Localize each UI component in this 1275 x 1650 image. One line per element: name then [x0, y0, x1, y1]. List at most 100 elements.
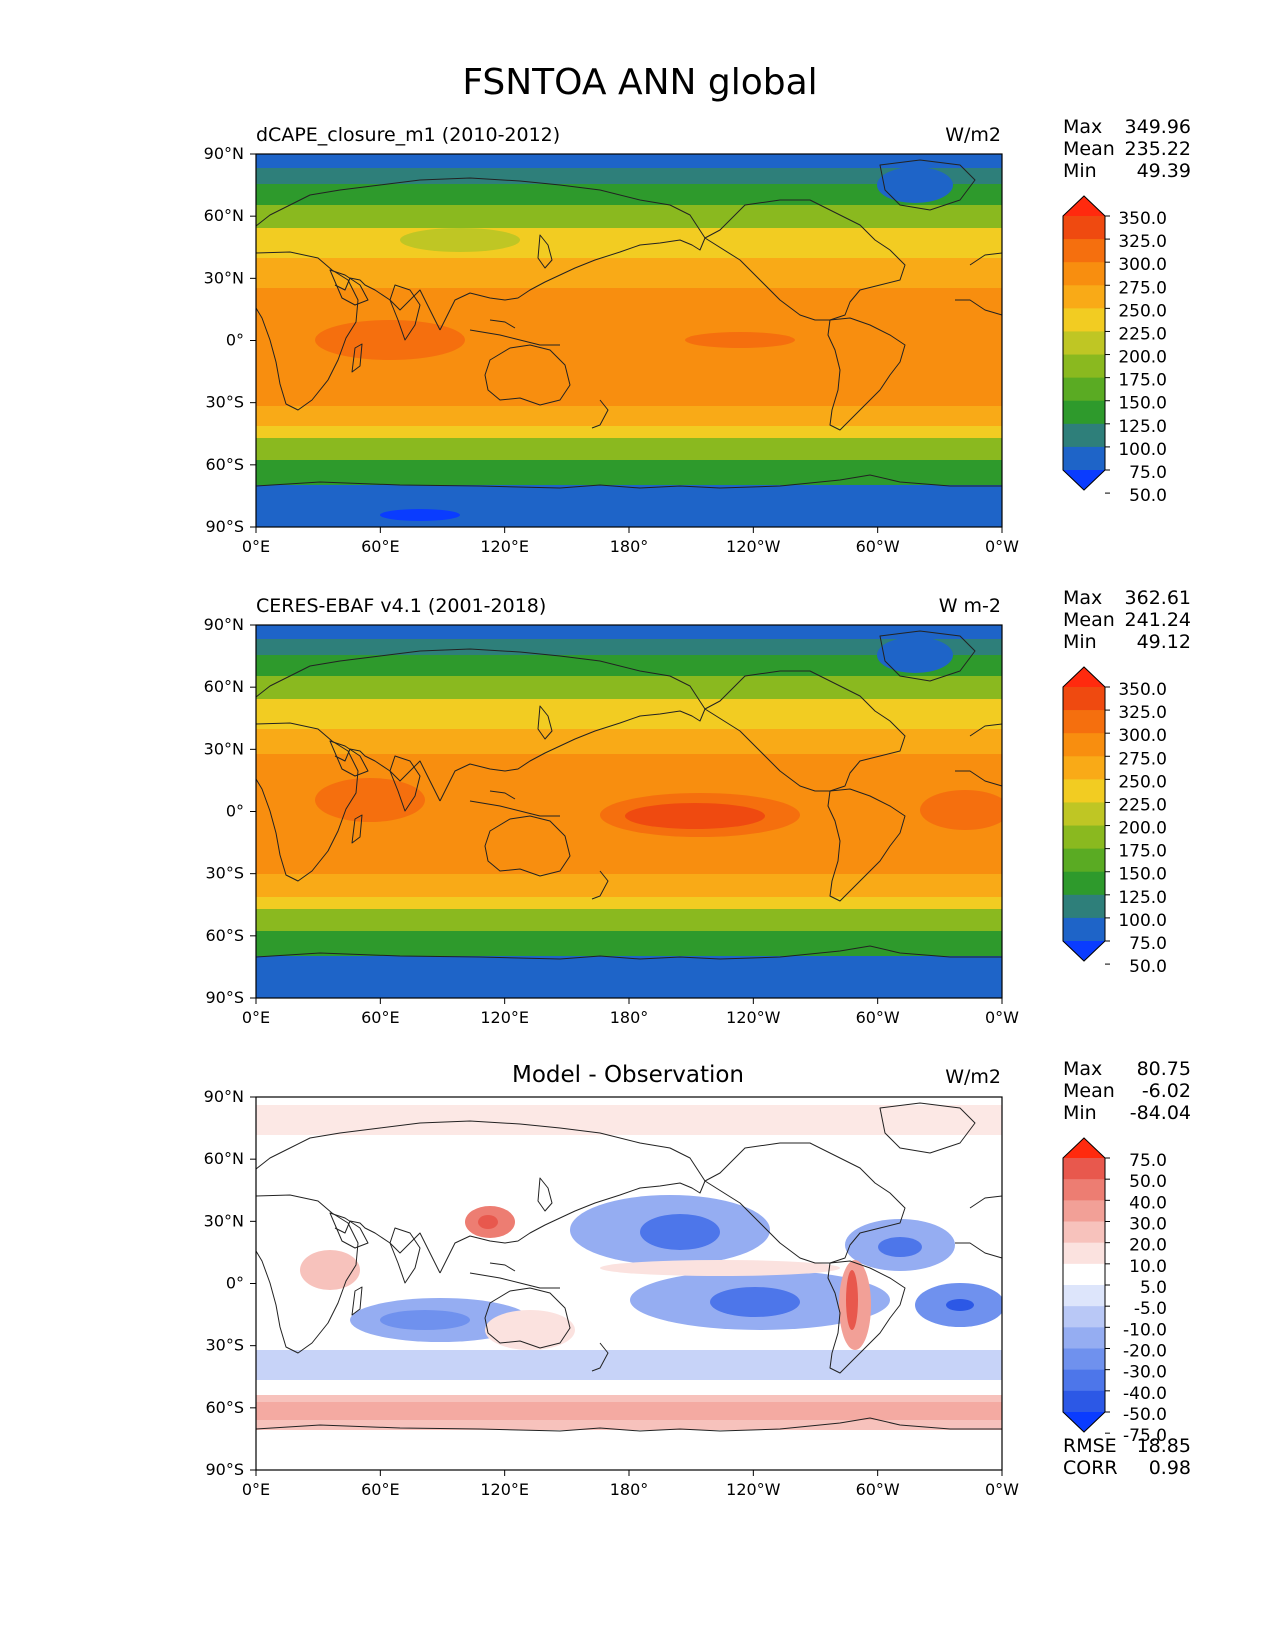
colorbar-segment [1063, 1369, 1105, 1392]
lon-tick-label: 60°E [361, 1480, 399, 1499]
lon-tick-label: 0°W [985, 537, 1019, 556]
lon-tick-label: 180° [610, 1008, 649, 1027]
colorbar-label: 75.0 [1129, 934, 1167, 954]
colorbar-label: 100.0 [1118, 440, 1167, 460]
lat-tick-label: 60°S [205, 1398, 244, 1417]
cooling-s-atlantic-core [946, 1299, 974, 1311]
lon-tick-label: 60°W [856, 537, 900, 556]
lon-tick-label: 180° [610, 1480, 649, 1499]
colorbar-label: 250.0 [1118, 772, 1167, 792]
warming-africa [300, 1250, 360, 1290]
stat-min: Min -84.04 [1063, 1102, 1191, 1124]
lon-tick-label: 60°E [361, 537, 399, 556]
panel-3-stats: Max 80.75 Mean -6.02 Min -84.04 [1063, 1058, 1191, 1124]
panel-2-units: W m-2 [939, 595, 1001, 617]
colorbar-segment [1063, 825, 1105, 850]
hotspot-indian-ocean [315, 320, 465, 360]
colorbar-bottom-extend [1063, 470, 1105, 490]
colorbar-segment [1063, 1179, 1105, 1201]
lat-tick-label: 0° [226, 1274, 244, 1293]
lat-tick-label: 90°S [205, 517, 244, 536]
colorbar-segment [1063, 1242, 1105, 1265]
panel-2-map [256, 625, 1002, 998]
hotspot-central-pacific [625, 803, 765, 829]
colorbar-segment [1063, 216, 1105, 240]
colorbar-bottom-extend [1063, 941, 1105, 961]
lon-tick-label: 60°E [361, 1008, 399, 1027]
colorbar-segment [1063, 354, 1105, 379]
stat-mean: Mean 241.24 [1063, 609, 1191, 631]
colorbar-label: 300.0 [1118, 726, 1167, 746]
colorbar-segment [1063, 1306, 1105, 1328]
colorbar-label: 200.0 [1118, 348, 1167, 368]
panel-3-extra-stats: RMSE 18.85 CORR 0.98 [1063, 1435, 1191, 1479]
lon-tick-label: 0°W [985, 1480, 1019, 1499]
colorbar-segment [1063, 262, 1105, 286]
colorbar-label: 150.0 [1118, 865, 1167, 885]
colorbar-segment [1063, 377, 1105, 402]
colorbar-label: 175.0 [1118, 842, 1167, 862]
colorbar-label: 30.0 [1129, 1215, 1167, 1235]
colorbar-label: -30.0 [1123, 1363, 1167, 1383]
colorbar-segment [1063, 733, 1105, 757]
colorbar-label: 200.0 [1118, 819, 1167, 839]
warming-andes-core [846, 1270, 858, 1330]
lon-tick-label: 120°W [726, 1008, 781, 1027]
lat-tick-label: 90°S [205, 988, 244, 1007]
colorbar-segment [1063, 848, 1105, 873]
colorbar-segment [1063, 423, 1105, 448]
panel-2-stats: Max 362.61 Mean 241.24 Min 49.12 [1063, 587, 1191, 653]
panel-1-units: W/m2 [945, 124, 1001, 146]
lat-tick-label: 90°N [204, 144, 244, 163]
lon-tick-label: 0°E [242, 1008, 270, 1027]
lat-tick-label: 30°N [204, 268, 244, 287]
lat-tick-label: 30°S [205, 1336, 244, 1355]
lon-tick-label: 60°W [856, 1008, 900, 1027]
stat-rmse: RMSE 18.85 [1063, 1435, 1191, 1457]
colorbar-label: -75.0 [1123, 1426, 1167, 1446]
colorbar-label: 225.0 [1118, 324, 1167, 344]
greenland-ice [877, 167, 953, 203]
stat-min: Min 49.39 [1063, 160, 1191, 182]
lat-tick-label: 60°N [204, 677, 244, 696]
lat-tick-label: 60°N [204, 206, 244, 225]
colorbar-segment [1063, 331, 1105, 356]
stat-mean: Mean -6.02 [1063, 1080, 1191, 1102]
lat-tick-label: 90°N [204, 1087, 244, 1106]
colorbar-top-extend [1063, 667, 1105, 687]
stat-mean: Mean 235.22 [1063, 138, 1191, 160]
colorbar-segment [1063, 1221, 1105, 1244]
colorbar-segment [1063, 756, 1105, 780]
colorbar-label: 325.0 [1118, 703, 1167, 723]
warming-china-core [478, 1215, 498, 1229]
colorbar-segment [1063, 1390, 1105, 1413]
colorbar-label: 250.0 [1118, 301, 1167, 321]
colorbar-segment [1063, 779, 1105, 803]
panel-2-title: CERES-EBAF v4.1 (2001-2018) [256, 595, 546, 617]
colorbar-label: 20.0 [1129, 1236, 1167, 1256]
colorbar-bottom-extend [1063, 1412, 1105, 1432]
colorbar-segment [1063, 802, 1105, 827]
colorbar-label: 300.0 [1118, 255, 1167, 275]
panel-model: dCAPE_closure_m1 (2010-2012) W/m2 [255, 124, 1003, 528]
colorbar-label: 275.0 [1118, 278, 1167, 298]
panel-1-map [256, 154, 1002, 527]
lat-tick-label: 0° [226, 331, 244, 350]
colorbar-label: 75.0 [1129, 1151, 1167, 1171]
hotspot-pacific [685, 332, 795, 348]
colorbar-top-extend [1063, 1138, 1105, 1158]
lon-tick-label: 120°W [726, 1480, 781, 1499]
colorbar-segment [1063, 446, 1105, 471]
panel-1-stats: Max 349.96 Mean 235.22 Min 49.39 [1063, 116, 1191, 182]
colorbar-label: 275.0 [1118, 749, 1167, 769]
panel-1-title: dCAPE_closure_m1 (2010-2012) [256, 124, 560, 146]
lon-tick-label: 120°E [480, 1008, 529, 1027]
colorbar-label: 50.0 [1129, 1172, 1167, 1192]
lat-tick-label: 60°S [205, 926, 244, 945]
figure-title: FSNTOA ANN global [462, 62, 817, 103]
colorbar-label: 5.0 [1140, 1278, 1167, 1298]
cloud-band-siberia [400, 228, 520, 252]
colorbar-label: 100.0 [1118, 911, 1167, 931]
lat-tick-label: 60°N [204, 1149, 244, 1168]
